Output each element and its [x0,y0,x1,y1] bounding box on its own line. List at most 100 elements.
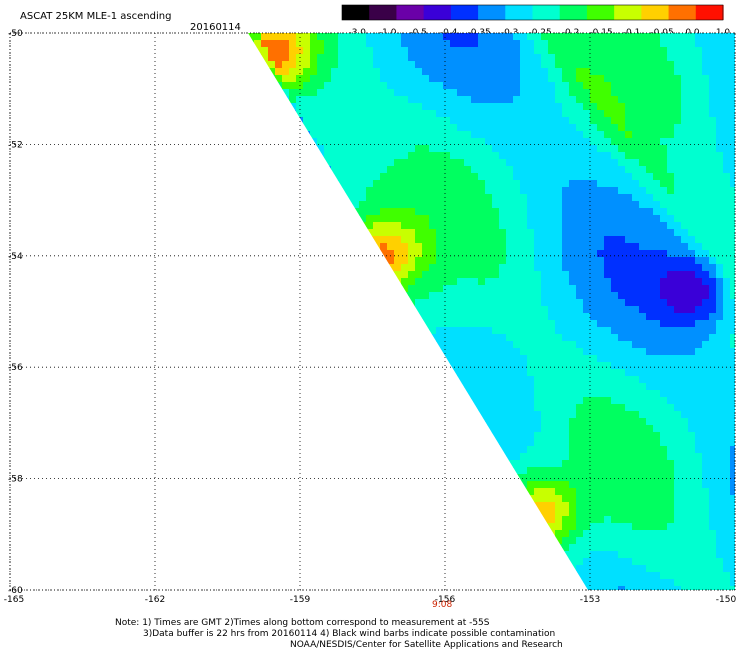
heat-cell [415,110,423,118]
heat-cell [688,439,696,447]
heat-cell [268,313,276,321]
heat-cell [583,201,591,209]
heat-cell [611,152,619,160]
heat-cell [730,166,735,174]
heat-cell [639,481,647,489]
heat-cell [632,82,640,90]
heat-cell [310,264,318,272]
heat-cell [359,488,367,496]
heat-cell [709,173,717,181]
heat-cell [723,222,731,230]
heat-cell [289,222,297,230]
heat-cell [499,404,507,412]
heat-cell [261,124,269,132]
heat-cell [709,502,717,510]
heat-cell [625,397,633,405]
heat-cell [527,411,535,419]
heat-cell [303,509,311,517]
heat-cell [394,369,402,377]
heat-cell [415,257,423,265]
heat-cell [422,474,430,482]
heat-cell [387,208,395,216]
heat-cell [457,250,465,258]
heat-cell [653,327,661,335]
heat-cell [709,257,717,265]
heat-cell [268,299,276,307]
heat-cell [303,96,311,104]
heat-cell [569,215,577,223]
heat-cell [716,110,724,118]
heat-cell [359,369,367,377]
heat-cell [604,243,612,251]
heat-cell [562,474,570,482]
heat-cell [597,355,605,363]
heat-cell [310,271,318,279]
heat-cell [541,271,549,279]
heat-cell [261,488,269,496]
heat-cell [674,502,682,510]
heat-cell [380,474,388,482]
heat-cell [303,383,311,391]
heat-cell [485,152,493,160]
heat-cell [653,145,661,153]
heat-cell [590,110,598,118]
heat-cell [408,341,416,349]
heat-cell [499,138,507,146]
heat-cell [310,110,318,118]
heat-cell [478,271,486,279]
heat-cell [534,425,542,433]
heat-cell [555,404,563,412]
heat-cell [541,208,549,216]
heat-cell [639,33,647,41]
heat-cell [471,383,479,391]
heat-cell [324,33,332,41]
heat-cell [387,299,395,307]
heat-cell [520,159,528,167]
heat-cell [653,131,661,139]
heat-cell [373,376,381,384]
heat-cell [268,383,276,391]
heat-cell [387,117,395,125]
heat-cell [324,257,332,265]
heat-cell [688,187,696,195]
heat-cell [345,320,353,328]
heat-cell [723,103,731,111]
heat-cell [548,117,556,125]
heat-cell [408,257,416,265]
heat-cell [359,418,367,426]
heat-cell [492,117,500,125]
heat-cell [485,264,493,272]
heat-cell [646,131,654,139]
heat-cell [268,68,276,76]
heat-cell [730,243,735,251]
heat-cell [576,124,584,132]
heat-cell [289,292,297,300]
heat-cell [394,264,402,272]
heat-cell [541,180,549,188]
heat-cell [520,166,528,174]
heat-cell [345,180,353,188]
heat-cell [695,376,703,384]
heat-cell [471,61,479,69]
heat-cell [681,341,689,349]
heat-cell [359,355,367,363]
heat-cell [590,425,598,433]
heat-cell [604,432,612,440]
heat-cell [695,446,703,454]
heat-cell [716,488,724,496]
heat-cell [352,229,360,237]
heat-cell [408,306,416,314]
heat-cell [604,229,612,237]
heat-cell [415,425,423,433]
heat-cell [485,446,493,454]
heat-cell [261,306,269,314]
heat-cell [492,194,500,202]
heat-cell [730,103,735,111]
heat-cell [457,236,465,244]
heat-cell [422,306,430,314]
heat-cell [373,411,381,419]
heat-cell [450,502,458,510]
heat-cell [513,418,521,426]
heat-cell [597,509,605,517]
heat-cell [296,103,304,111]
